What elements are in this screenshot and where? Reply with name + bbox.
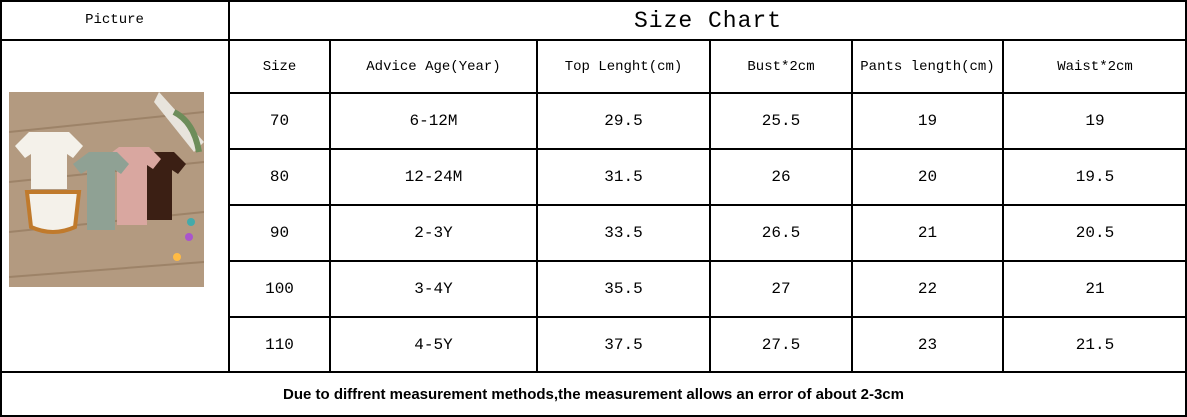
table-cell: 27 <box>771 280 791 298</box>
table-cell: 70 <box>269 112 290 130</box>
table-cell: 29.5 <box>604 112 643 130</box>
row-divider <box>229 260 1187 262</box>
table-cell: 37.5 <box>604 335 643 354</box>
column-header: Pants length(cm) <box>860 58 995 75</box>
table-cell: 25.5 <box>761 112 801 130</box>
title: Size Chart <box>633 8 783 34</box>
table-cell: 27.5 <box>761 335 801 354</box>
table-cell: 4-5Y <box>414 335 453 354</box>
divider <box>0 371 1187 373</box>
table-cell: 21.5 <box>1075 335 1115 354</box>
table-cell: 26.5 <box>761 224 801 242</box>
table-cell: 6-12M <box>409 112 458 130</box>
table-cell: 19.5 <box>1075 168 1115 186</box>
row-divider <box>229 316 1187 318</box>
table-cell: 2-3Y <box>414 224 453 242</box>
table-cell: 35.5 <box>604 280 643 298</box>
column-divider <box>329 40 331 372</box>
footer-note: Due to diffrent measurement methods,the … <box>283 385 904 403</box>
border <box>0 415 1187 417</box>
column-header: Bust*2cm <box>747 58 815 75</box>
column-header: Top Lenght(cm) <box>564 58 683 75</box>
table-cell: 19 <box>1085 112 1105 130</box>
table-cell: 19 <box>917 112 938 130</box>
product-photo <box>9 92 204 287</box>
table-cell: 26 <box>771 168 791 186</box>
row-divider <box>229 204 1187 206</box>
table-cell: 22 <box>917 280 938 298</box>
table-cell: 12-24M <box>404 168 463 186</box>
divider <box>0 39 1187 41</box>
column-header: Size <box>262 58 297 75</box>
column-header: Waist*2cm <box>1057 58 1133 75</box>
column-divider <box>851 40 853 372</box>
table-cell: 110 <box>265 335 294 354</box>
table-cell: 20 <box>917 168 938 186</box>
column-divider <box>709 40 711 372</box>
border <box>0 0 2 417</box>
column-divider <box>1002 40 1004 372</box>
table-cell: 33.5 <box>604 224 643 242</box>
table-cell: 20.5 <box>1075 224 1115 242</box>
table-cell: 100 <box>265 280 294 298</box>
border <box>1185 0 1187 417</box>
table-cell: 31.5 <box>604 168 643 186</box>
table-cell: 3-4Y <box>414 280 453 298</box>
picture-label: Picture <box>85 12 144 28</box>
table-cell: 90 <box>269 224 290 242</box>
table-cell: 21 <box>1085 280 1105 298</box>
row-divider <box>229 148 1187 150</box>
table-cell: 21 <box>917 224 938 242</box>
table-cell: 80 <box>269 168 290 186</box>
column-divider <box>536 40 538 372</box>
row-divider <box>229 92 1187 94</box>
border <box>0 0 1187 2</box>
divider <box>228 0 230 372</box>
table-cell: 23 <box>917 335 938 354</box>
column-header: Advice Age(Year) <box>366 58 501 75</box>
